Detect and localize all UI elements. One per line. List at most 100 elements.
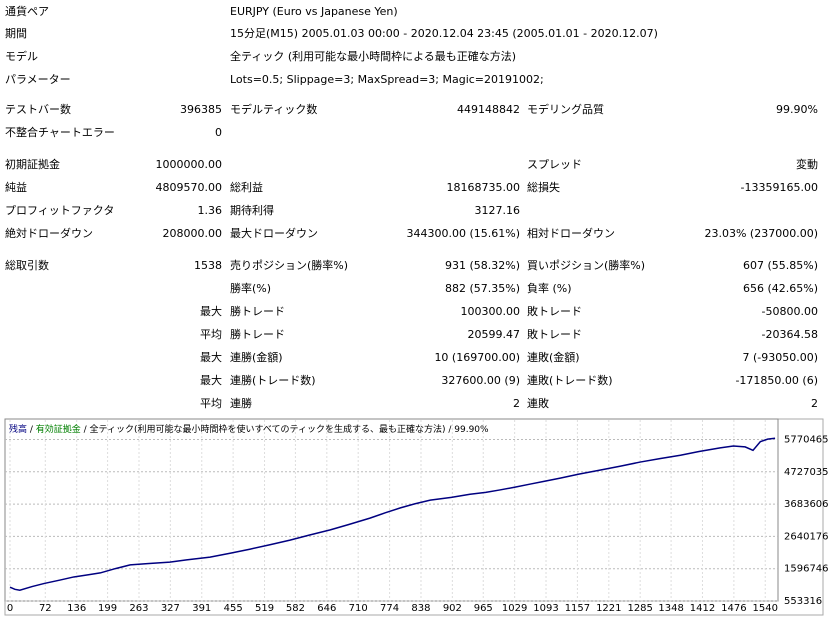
stat-value: 1.36 — [198, 204, 223, 217]
stat-value: 最大 — [200, 373, 222, 387]
x-tick-label: 1221 — [596, 603, 621, 614]
header-value: EURJPY (Euro vs Japanese Yen) — [230, 5, 398, 18]
stat-value: 7 (-93050.00) — [742, 351, 818, 364]
stat-value: 変動 — [796, 157, 818, 171]
header-label: 通貨ペア — [5, 4, 49, 18]
x-tick-label: 327 — [161, 603, 180, 614]
x-tick-label: 1476 — [721, 603, 746, 614]
stat-label: 連敗 — [527, 396, 549, 410]
stat-label: 敗トレード — [527, 327, 582, 341]
stat-label: 相対ドローダウン — [527, 226, 615, 240]
y-tick-label: 3683606 — [784, 499, 828, 510]
stat-value: -20364.58 — [762, 328, 818, 341]
x-tick-label: 1285 — [627, 603, 652, 614]
stat-value: 607 (55.85%) — [743, 259, 818, 272]
y-tick-label: 553316 — [784, 596, 822, 607]
legend-item: 有効証拠金 — [36, 423, 81, 435]
stat-value: -50800.00 — [762, 305, 818, 318]
stat-value: 344300.00 (15.61%) — [406, 227, 520, 240]
stat-label: 絶対ドローダウン — [5, 226, 93, 240]
stat-label: 総損失 — [527, 180, 560, 194]
y-tick-label: 4727035 — [784, 467, 828, 478]
header-value: 15分足(M15) 2005.01.03 00:00 - 2020.12.04 … — [230, 27, 658, 40]
stat-value: 931 (58.32%) — [445, 259, 520, 272]
chart-frame — [4, 418, 824, 616]
stat-label: 期待利得 — [230, 203, 274, 217]
legend: 残高 / 有効証拠金 / 全ティック(利用可能な最小時間枠を使いすべてのティック… — [9, 423, 489, 435]
stat-label: 純益 — [5, 180, 27, 194]
x-tick-label: 263 — [129, 603, 148, 614]
x-tick-label: 1157 — [565, 603, 590, 614]
stat-value: -171850.00 (6) — [735, 374, 818, 387]
y-tick-label: 5770465 — [784, 434, 828, 445]
legend-item: / — [27, 425, 36, 435]
stat-value: 327600.00 (9) — [441, 374, 520, 387]
stat-value: 平均 — [200, 328, 222, 341]
stat-value: 1000000.00 — [156, 158, 222, 171]
x-tick-label: 838 — [411, 603, 430, 614]
x-tick-label: 582 — [286, 603, 305, 614]
stat-value: 882 (57.35%) — [445, 282, 520, 295]
stat-value: 18168735.00 — [447, 181, 520, 194]
stat-value: 656 (42.65%) — [743, 282, 818, 295]
stat-label: 不整合チャートエラー — [5, 125, 115, 139]
stat-value: 396385 — [180, 103, 222, 116]
stat-value: 4809570.00 — [156, 181, 222, 194]
y-tick-label: 2640176 — [784, 531, 828, 542]
stat-value: 1538 — [194, 259, 222, 272]
stat-label: 総利益 — [230, 180, 263, 194]
stat-label: 敗トレード — [527, 304, 582, 318]
stat-label: 連勝(トレード数) — [230, 373, 316, 387]
balance-line — [9, 437, 776, 592]
x-tick-label: 646 — [317, 603, 336, 614]
stat-label: 初期証拠金 — [5, 157, 60, 171]
stat-label: モデリング品質 — [527, 102, 604, 116]
stat-value: 平均 — [200, 397, 222, 410]
x-tick-label: 902 — [443, 603, 462, 614]
stat-value: 3127.16 — [475, 204, 521, 217]
stat-value: 99.90% — [776, 103, 818, 116]
x-tick-label: 710 — [349, 603, 368, 614]
stat-value: 20599.47 — [468, 328, 521, 341]
stat-value: 208000.00 — [163, 227, 223, 240]
stat-label: 連敗(金額) — [527, 350, 580, 364]
y-tick-label: 1596746 — [784, 564, 828, 575]
stat-value: 10 (169700.00) — [434, 351, 520, 364]
header-value: Lots=0.5; Slippage=3; MaxSpread=3; Magic… — [230, 73, 544, 86]
x-tick-label: 391 — [192, 603, 211, 614]
x-tick-label: 965 — [474, 603, 493, 614]
legend-item: / 全ティック(利用可能な最小時間枠を使いすべてのティックを生成する、最も正確な… — [81, 423, 489, 435]
stat-label: 連勝(金額) — [230, 350, 283, 364]
stat-label: 勝率(%) — [230, 281, 271, 295]
stat-value: 23.03% (237000.00) — [704, 227, 818, 240]
x-tick-label: 455 — [224, 603, 243, 614]
x-tick-label: 1093 — [533, 603, 558, 614]
stat-value: 0 — [215, 126, 222, 139]
stat-label: 負率 (%) — [527, 281, 572, 295]
stat-value: 2 — [513, 397, 520, 410]
x-tick-label: 774 — [380, 603, 399, 614]
header-value: 全ティック (利用可能な最小時間枠による最も正確な方法) — [230, 49, 516, 63]
stat-value: 449148842 — [457, 103, 520, 116]
stat-label: 勝トレード — [230, 304, 285, 318]
x-tick-label: 136 — [67, 603, 86, 614]
x-tick-label: 1412 — [690, 603, 715, 614]
header-label: モデル — [5, 49, 38, 63]
x-tick-label: 199 — [98, 603, 117, 614]
stat-label: 連勝 — [230, 396, 252, 410]
legend-item: 残高 — [9, 423, 27, 435]
stat-label: 売りポジション(勝率%) — [230, 258, 348, 272]
x-tick-label: 519 — [255, 603, 274, 614]
x-tick-label: 1540 — [753, 603, 778, 614]
header-label: パラメーター — [5, 73, 71, 86]
stat-value: 最大 — [200, 350, 222, 364]
stat-value: 2 — [811, 397, 818, 410]
x-tick-label: 1029 — [502, 603, 527, 614]
stat-label: スプレッド — [527, 158, 582, 171]
stat-label: プロフィットファクタ — [5, 204, 114, 217]
header-label: 期間 — [5, 27, 27, 40]
x-tick-label: 72 — [39, 603, 52, 614]
stat-value: 最大 — [200, 304, 222, 318]
